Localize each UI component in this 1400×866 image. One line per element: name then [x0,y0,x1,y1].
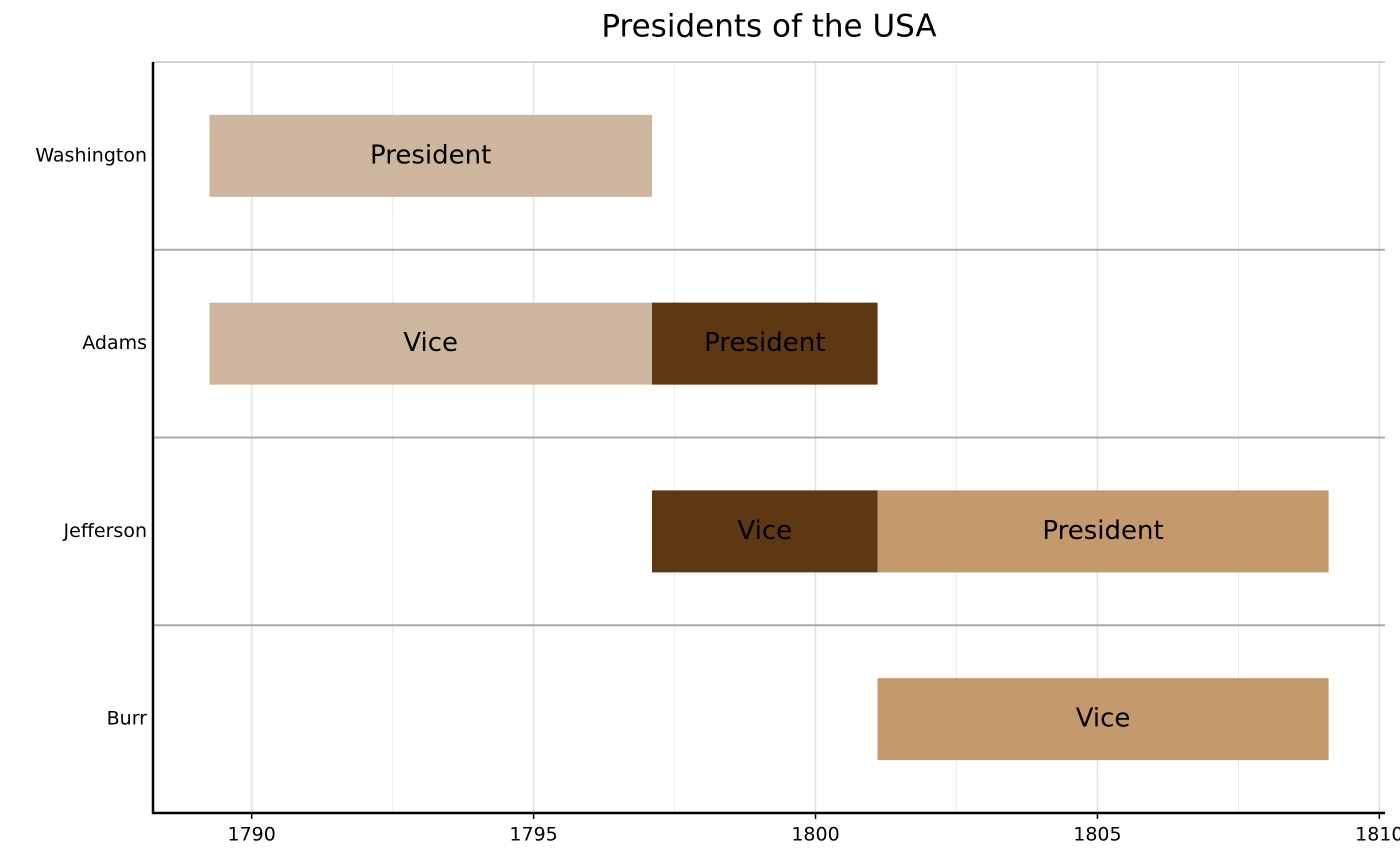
x-tick-label: 1805 [1073,824,1121,846]
bar-label: Vice [403,328,458,358]
bar [652,302,878,385]
bar-label: President [370,140,491,170]
bar [209,302,653,385]
chart-title: Presidents of the USA [601,9,936,45]
y-tick-label: Washington [35,144,147,166]
x-tick-label: 1810 [1355,824,1400,846]
bar-label: President [704,328,825,358]
bar [652,490,878,573]
y-tick-label: Adams [82,332,147,354]
bar-label: Vice [737,516,792,546]
y-tick-label: Burr [107,708,148,730]
y-tick-label: Jefferson [63,520,147,542]
x-tick-label: 1795 [509,824,557,846]
bar-label: Vice [1076,704,1131,734]
bar-label: President [1042,516,1163,546]
bar [877,490,1329,573]
x-tick-label: 1790 [227,824,275,846]
bar [877,678,1329,761]
bar [209,114,653,197]
x-tick-label: 1800 [791,824,839,846]
